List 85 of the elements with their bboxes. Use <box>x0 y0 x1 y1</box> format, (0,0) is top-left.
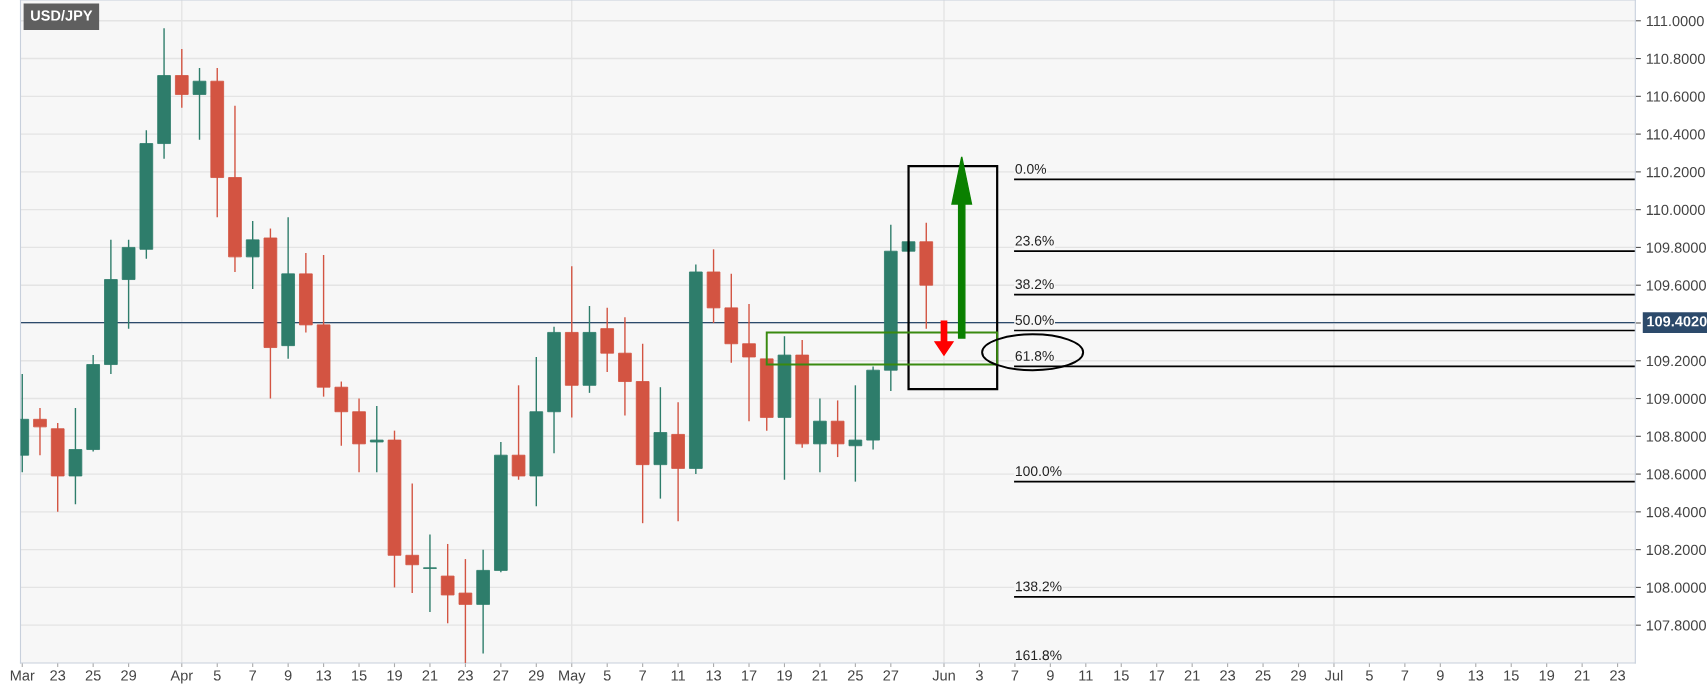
x-tick-label: 25 <box>1255 670 1271 681</box>
x-tick-label: 21 <box>422 670 438 681</box>
x-tick-label: 23 <box>458 670 473 681</box>
y-tick-label: 110.4000 <box>1646 129 1705 140</box>
candlestick <box>742 303 756 422</box>
x-tick-label: 27 <box>493 670 509 681</box>
x-tick-label: 13 <box>1468 670 1484 681</box>
x-tick-label: 19 <box>387 670 402 681</box>
annotation: 161.8% <box>1015 650 1062 661</box>
annotation: 61.8% <box>1015 351 1054 361</box>
x-tick-label: 23 <box>1610 670 1626 681</box>
x-tick-label: 21 <box>1184 670 1200 681</box>
x-tick-label: 9 <box>284 670 292 681</box>
annotation: 0.0% <box>1015 164 1047 174</box>
annotation: 100.0% <box>1015 466 1062 477</box>
x-tick-label: 29 <box>1291 670 1306 681</box>
x-tick-label: 29 <box>528 670 544 681</box>
x-tick-label: 7 <box>1401 670 1409 681</box>
x-tick-label: May <box>559 670 586 684</box>
x-tick-label: 23 <box>50 670 66 681</box>
candlestick <box>174 48 189 109</box>
y-tick-label: 110.6000 <box>1646 91 1705 102</box>
x-tick-label: 17 <box>1149 670 1165 681</box>
candlestick <box>848 384 863 483</box>
y-tick-label: 109.6000 <box>1646 280 1706 291</box>
x-tick-label: 9 <box>1436 670 1444 681</box>
y-tick-label: 110.0000 <box>1646 204 1705 216</box>
x-tick-label: 19 <box>777 670 792 681</box>
y-tick-label: 107.8000 <box>1646 620 1706 631</box>
x-tick-label: Jun <box>932 670 955 681</box>
y-tick-label: 108.0000 <box>1646 582 1706 593</box>
x-tick-label: Jul <box>1324 669 1343 681</box>
x-tick-label: 29 <box>121 670 137 681</box>
y-tick-label: 111.0000 <box>1646 15 1704 27</box>
x-tick-label: 13 <box>316 670 332 681</box>
y-tick-label: 110.2000 <box>1646 166 1705 178</box>
annotation: 50.0% <box>1015 315 1054 325</box>
candlestick <box>511 384 526 481</box>
x-tick-label: 15 <box>1504 670 1519 681</box>
x-tick-label: 21 <box>1574 670 1590 681</box>
x-tick-label: 7 <box>249 670 257 681</box>
x-tick-label: 19 <box>1539 670 1555 681</box>
candlestick <box>192 67 207 141</box>
y-tick-label: 109.2000 <box>1646 355 1706 367</box>
y-tick-label: 109.0000 <box>1646 393 1706 404</box>
x-tick-label: Mar <box>10 670 35 681</box>
ref-line-label: 109.4020 <box>1647 316 1707 327</box>
text: USD/JPY <box>31 9 93 21</box>
x-tick-label: 5 <box>1365 670 1373 681</box>
candlestick <box>458 558 473 663</box>
candlestick <box>813 397 827 473</box>
candlestick <box>405 482 420 594</box>
x-tick-label: 25 <box>847 670 863 681</box>
x-tick-label: 23 <box>1220 670 1236 681</box>
x-tick-label: 7 <box>1011 670 1019 681</box>
candlestick <box>440 543 455 624</box>
x-tick-label: 11 <box>1079 670 1093 681</box>
candlestick <box>830 399 845 458</box>
x-tick-label: 17 <box>742 670 757 681</box>
candlestick <box>369 405 384 473</box>
x-tick-label: 9 <box>1046 670 1054 681</box>
candlestick <box>33 407 47 456</box>
candlestick <box>423 533 437 613</box>
annotation: 23.6% <box>1015 235 1054 246</box>
x-tick-label: 21 <box>812 670 828 681</box>
annotation: 138.2% <box>1015 581 1062 592</box>
x-tick-label: Apr <box>170 670 193 684</box>
y-tick-label: 109.8000 <box>1646 242 1706 253</box>
y-tick-label: 108.8000 <box>1646 431 1706 442</box>
y-tick-label: 108.4000 <box>1646 506 1706 518</box>
x-tick-label: 15 <box>352 670 367 681</box>
x-tick-label: 5 <box>603 670 611 681</box>
y-tick-label: 108.6000 <box>1646 469 1706 480</box>
x-tick-label: 13 <box>706 670 722 681</box>
candlestick <box>245 220 260 290</box>
x-tick-label: 11 <box>671 670 685 681</box>
x-tick-label: 3 <box>975 670 983 681</box>
annotation: 38.2% <box>1015 279 1054 290</box>
x-tick-label: 5 <box>213 670 221 681</box>
y-tick-label: 108.2000 <box>1646 544 1706 556</box>
x-tick-label: 15 <box>1114 670 1129 681</box>
x-tick-label: 25 <box>85 670 101 681</box>
x-tick-label: 27 <box>883 670 899 681</box>
x-tick-label: 7 <box>639 670 646 681</box>
y-tick-label: 110.8000 <box>1646 53 1705 64</box>
